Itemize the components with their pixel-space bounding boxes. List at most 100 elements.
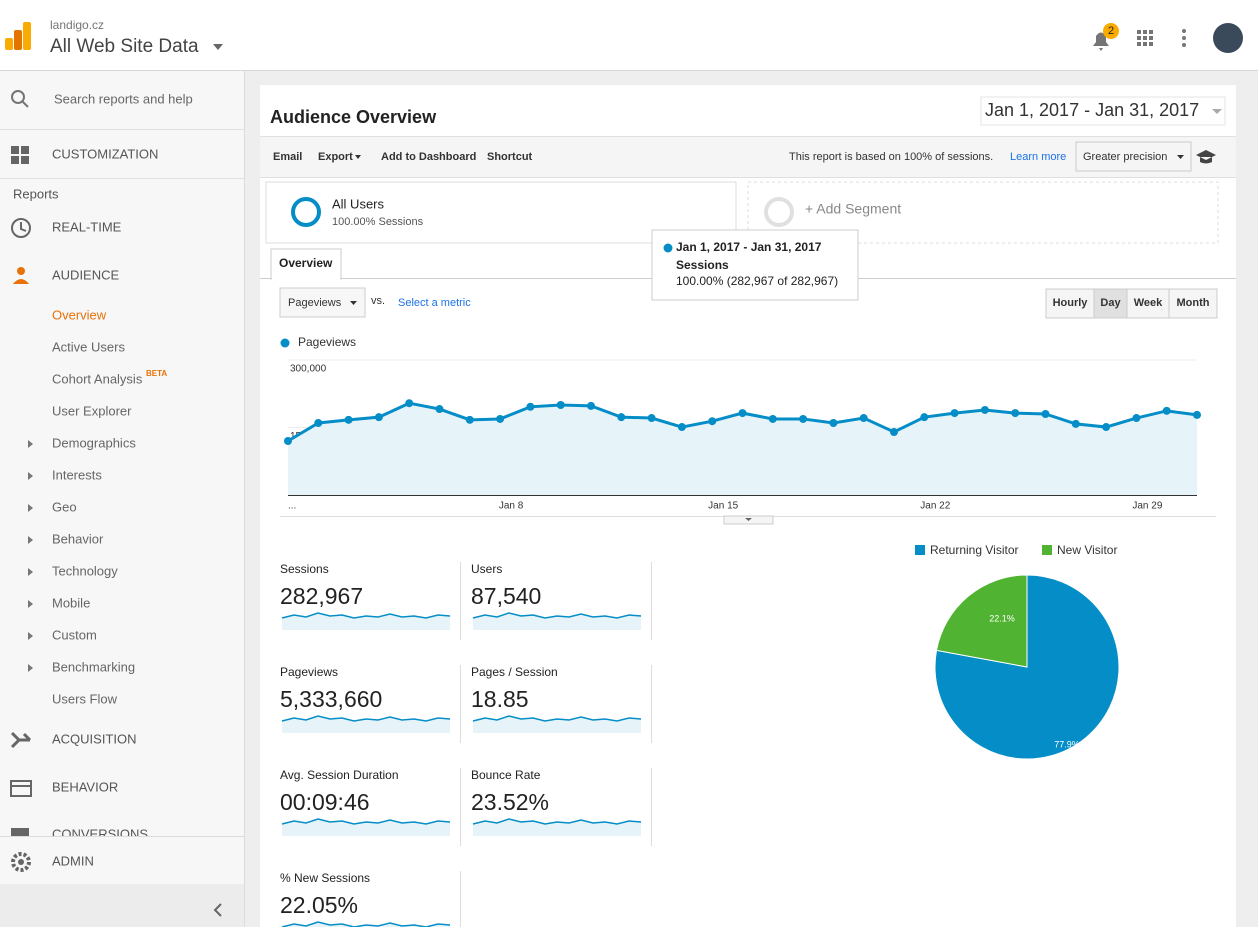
segment-ring — [291, 197, 321, 227]
sparkline — [281, 818, 451, 836]
tooltip-metric: Sessions — [676, 258, 729, 272]
view-selector[interactable]: All Web Site Data — [50, 36, 199, 57]
nav-item[interactable]: Custom — [52, 627, 97, 642]
precision-select[interactable]: Greater precision — [1083, 151, 1167, 163]
point — [980, 405, 989, 414]
point — [799, 414, 808, 423]
nav-item[interactable]: Users Flow — [52, 691, 118, 706]
expand-arrow — [28, 440, 33, 448]
expand-arrow — [28, 632, 33, 640]
nav-section[interactable]: AUDIENCE — [52, 267, 120, 282]
sparkline — [281, 612, 451, 619]
point — [738, 409, 747, 418]
point — [1193, 410, 1201, 419]
nav-section[interactable]: ACQUISITION — [52, 731, 137, 746]
point — [284, 437, 292, 445]
nav-heading: Reports — [13, 186, 59, 201]
granularity-label[interactable]: Hourly — [1053, 297, 1089, 309]
nav-item[interactable]: Benchmarking — [52, 659, 135, 674]
nav-section[interactable]: REAL-TIME — [52, 219, 122, 234]
apps-dot — [1137, 30, 1141, 34]
learn-more-link[interactable]: Learn more — [1010, 151, 1066, 163]
caret — [745, 518, 752, 521]
granularity-label[interactable]: Day — [1100, 297, 1121, 309]
realtime-icon — [11, 218, 31, 238]
add-segment[interactable]: + Add Segment — [805, 201, 901, 217]
tab-cover — [272, 277, 340, 280]
granularity-label[interactable]: Week — [1134, 297, 1163, 309]
tooltip-value: 100.00% (282,967 of 282,967) — [676, 274, 838, 288]
apps-dot — [1149, 30, 1153, 34]
nav-item[interactable]: Behavior — [52, 531, 104, 546]
legend-dot — [280, 338, 290, 348]
caret — [213, 44, 223, 50]
nav-item[interactable]: User Explorer — [52, 403, 132, 418]
caret — [355, 155, 361, 159]
apps-dot — [1143, 36, 1147, 40]
avatar[interactable] — [1213, 23, 1243, 53]
date-picker — [980, 96, 1226, 126]
nav-section[interactable]: ADMIN — [52, 853, 94, 868]
point — [617, 413, 626, 422]
point — [1162, 406, 1171, 415]
metric-select[interactable]: Pageviews — [288, 297, 342, 309]
nav-item[interactable]: Demographics — [52, 435, 136, 450]
expand-arrow — [28, 664, 33, 672]
metric-label: % New Sessions — [280, 871, 370, 885]
apps-dot — [1149, 36, 1153, 40]
toolbar — [260, 136, 1236, 177]
point — [829, 419, 838, 427]
toolbar-button[interactable]: Shortcut — [487, 151, 533, 163]
select-metric-link[interactable]: Select a metric — [398, 297, 471, 309]
metric-value: 22.05% — [280, 892, 358, 918]
legend-label: New Visitor — [1057, 543, 1117, 557]
pie-label: 22.1% — [989, 613, 1015, 623]
metric-label: Pageviews — [280, 665, 338, 679]
acquisition-icon — [10, 731, 32, 749]
nav-section[interactable]: BEHAVIOR — [52, 779, 118, 794]
expand-arrow — [28, 536, 33, 544]
legend-swatch — [915, 545, 925, 555]
nav-section[interactable]: CUSTOMIZATION — [52, 146, 158, 161]
menu-dot — [1182, 43, 1186, 47]
gear-icon — [18, 859, 24, 865]
sparkline — [472, 818, 642, 825]
search-field[interactable]: Search reports and help — [54, 91, 193, 106]
nav-item[interactable]: Overview — [52, 307, 107, 322]
sidebar — [0, 71, 244, 884]
metric-label: Sessions — [280, 562, 329, 576]
apps-dot — [1149, 42, 1153, 46]
nav-item[interactable]: Cohort Analysis — [52, 371, 143, 386]
sparkline — [472, 715, 642, 722]
date-range[interactable]: Jan 1, 2017 - Jan 31, 2017 — [985, 100, 1199, 120]
point — [556, 401, 565, 409]
segment-share: 100.00% Sessions — [332, 216, 424, 228]
point — [859, 414, 868, 423]
granularity-label[interactable]: Month — [1177, 297, 1210, 309]
point — [647, 414, 656, 423]
point — [587, 401, 595, 410]
tab-label[interactable]: Overview — [279, 256, 333, 270]
conversions-icon — [11, 828, 29, 838]
point — [1102, 423, 1111, 432]
toolbar-button[interactable]: Export — [318, 151, 353, 163]
menu-dot — [1182, 36, 1186, 40]
nav-item[interactable]: Active Users — [52, 339, 125, 354]
toolbar-button[interactable]: Email — [273, 151, 302, 163]
nav-item[interactable]: Mobile — [52, 595, 90, 610]
apps-dot — [1137, 42, 1141, 46]
line-area — [288, 403, 1197, 495]
search-icon — [21, 100, 29, 108]
toolbar-button[interactable]: Add to Dashboard — [381, 151, 476, 163]
pie-label: 77.9% — [1054, 739, 1080, 749]
nav-item[interactable]: Interests — [52, 467, 102, 482]
metric-value: 23.52% — [471, 789, 549, 815]
nav-item[interactable]: Geo — [52, 499, 77, 514]
collapse-button[interactable] — [213, 903, 222, 917]
nav-item[interactable]: Technology — [52, 563, 118, 578]
point — [768, 414, 777, 423]
audience-icon — [17, 267, 25, 275]
point — [465, 415, 474, 424]
logo-bar — [23, 22, 31, 50]
bell-icon[interactable] — [1093, 32, 1109, 52]
